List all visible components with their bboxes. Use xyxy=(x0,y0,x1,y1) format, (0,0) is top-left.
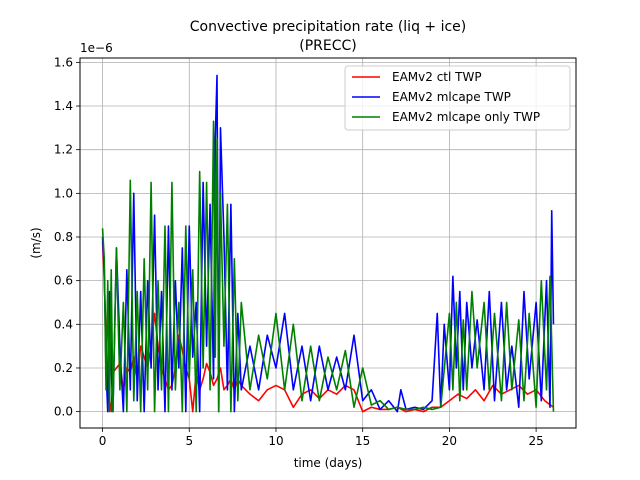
y-tick-label: 1.4 xyxy=(54,99,73,113)
plot-frame xyxy=(79,57,577,429)
legend-label-mlcape: EAMv2 mlcape TWP xyxy=(392,90,511,104)
y-tick-label: 0.0 xyxy=(54,405,73,419)
chart-title: Convective precipitation rate (liq + ice… xyxy=(190,19,467,35)
x-tick-label: 10 xyxy=(268,434,283,448)
x-tick-label: 0 xyxy=(99,434,107,448)
x-axis-label: time (days) xyxy=(294,456,363,470)
series-lines xyxy=(101,74,555,413)
x-tick-label: 25 xyxy=(528,434,543,448)
y-axis-ticks: 0.0 0.2 0.4 0.6 0.8 1.0 1.2 1.4 1.6 xyxy=(54,55,80,419)
legend-box xyxy=(344,65,571,131)
y-axis-label: (m/s) xyxy=(29,227,43,258)
y-tick-label: 0.8 xyxy=(54,230,73,244)
y-tick-label: 0.2 xyxy=(54,361,73,375)
legend: EAMv2 ctl TWP EAMv2 mlcape TWP EAMv2 mlc… xyxy=(344,65,571,131)
chart-subtitle: (PRECC) xyxy=(299,38,357,54)
x-tick-label: 20 xyxy=(442,434,457,448)
legend-label-ctl: EAMv2 ctl TWP xyxy=(392,70,482,84)
y-tick-label: 1.6 xyxy=(54,55,73,69)
y-tick-label: 0.4 xyxy=(54,317,73,331)
x-axis-ticks: 0 5 10 15 20 25 xyxy=(99,428,544,448)
legend-label-mlcape-only: EAMv2 mlcape only TWP xyxy=(392,110,540,124)
series-line-mlcape-only xyxy=(101,120,555,413)
y-tick-label: 1.0 xyxy=(54,186,73,200)
x-tick-label: 5 xyxy=(185,434,193,448)
x-tick-label: 15 xyxy=(355,434,370,448)
y-tick-label: 1.2 xyxy=(54,143,73,157)
y-tick-label: 0.6 xyxy=(54,274,73,288)
y-axis-offset-label: 1e−6 xyxy=(80,41,113,55)
